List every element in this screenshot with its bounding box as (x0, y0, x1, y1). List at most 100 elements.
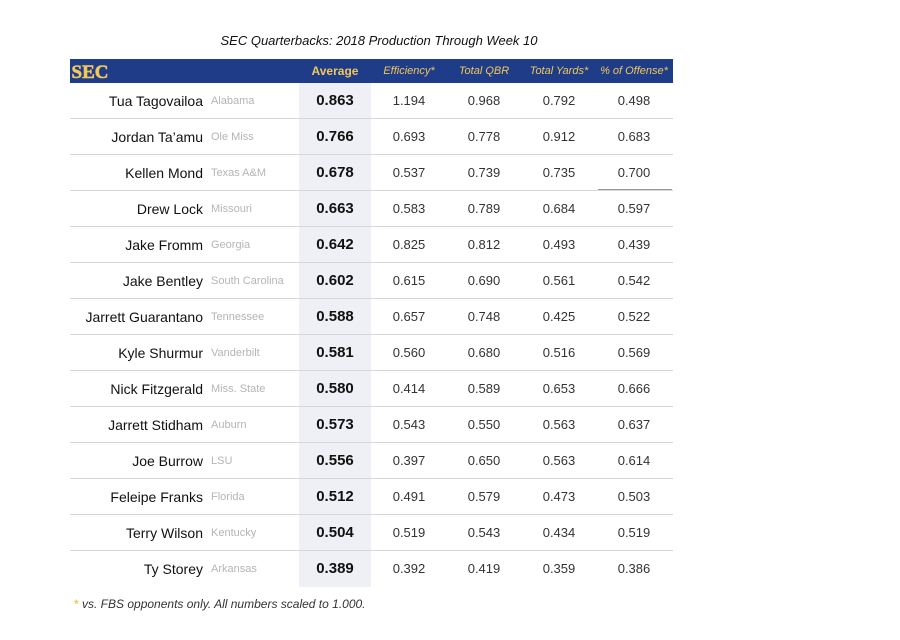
metric-value: 0.650 (467, 453, 501, 468)
average-value: 0.580 (316, 380, 354, 397)
metric-value: 0.519 (392, 525, 426, 540)
metric-value: 0.968 (467, 93, 501, 108)
metric-value: 0.653 (542, 381, 576, 396)
metric-value: 0.597 (617, 201, 651, 216)
row-divider (70, 298, 673, 299)
player-name: Jake Bentley (122, 273, 203, 289)
player-school: Florida (211, 491, 245, 503)
table-row: Kellen Mond Texas A&M 0.678 0.537 0.739 0.735… (70, 155, 673, 191)
metric-value: 0.683 (617, 129, 651, 144)
metric-value: 0.386 (617, 561, 651, 576)
metric-value: 0.537 (392, 165, 426, 180)
metric-value: 0.542 (617, 273, 651, 288)
player-school: Arkansas (211, 563, 257, 575)
table-header: SEC Average Efficiency* Total QBR Total Yar… (70, 59, 673, 83)
metric-value: 0.560 (392, 345, 426, 360)
table-row: Drew Lock Missouri 0.663 0.583 0.789 0.684 0.5… (70, 191, 673, 227)
column-header: Total QBR (458, 65, 510, 77)
average-value: 0.512 (316, 488, 354, 505)
player-school: Kentucky (211, 527, 257, 539)
metric-value: 0.583 (392, 201, 426, 216)
row-divider (70, 118, 673, 119)
metric-value: 0.615 (392, 273, 426, 288)
metric-value: 1.194 (392, 93, 426, 108)
player-name: Tua Tagovailoa (108, 93, 203, 109)
row-divider (70, 550, 673, 551)
row-divider (70, 226, 673, 227)
player-name: Jarrett Stidham (108, 417, 203, 433)
svg-text:SEC: SEC (72, 62, 109, 83)
column-header: Total Yards* (529, 65, 589, 77)
player-school: Miss. State (211, 383, 266, 395)
row-divider (70, 190, 673, 191)
metric-value: 0.491 (392, 489, 426, 504)
player-school: Ole Miss (211, 131, 254, 143)
average-value: 0.556 (316, 452, 354, 469)
column-header: Efficiency* (383, 65, 435, 77)
table-row: Joe Burrow LSU 0.556 0.397 0.650 0.563 0.614 (70, 443, 673, 479)
player-name: Kellen Mond (125, 165, 203, 181)
metric-value: 0.589 (467, 381, 501, 396)
footnote-text: vs. FBS opponents only. All numbers scal… (82, 597, 366, 611)
player-name: Kyle Shurmur (118, 345, 203, 361)
cell-underline (598, 189, 672, 190)
metric-value: 0.748 (467, 309, 501, 324)
player-school: Missouri (211, 203, 252, 215)
table-row: Ty Storey Arkansas 0.389 0.392 0.419 0.359 0.3… (70, 551, 673, 587)
column-header: % of Offense* (600, 65, 668, 77)
row-divider (70, 514, 673, 515)
footnote-star: * (74, 597, 79, 611)
average-value: 0.642 (316, 236, 354, 253)
metric-value: 0.812 (467, 237, 501, 252)
table-row: Jake Fromm Georgia 0.642 0.825 0.812 0.493 0.4… (70, 227, 673, 263)
metric-value: 0.563 (542, 417, 576, 432)
player-school: Georgia (211, 239, 251, 251)
metric-value: 0.543 (467, 525, 501, 540)
metric-value: 0.657 (392, 309, 426, 324)
metric-value: 0.739 (467, 165, 501, 180)
footnote: * vs. FBS opponents only. All numbers sc… (74, 597, 366, 611)
metric-value: 0.498 (617, 93, 651, 108)
row-divider (70, 334, 673, 335)
average-value: 0.863 (316, 92, 354, 109)
metric-value: 0.434 (542, 525, 576, 540)
metric-value: 0.522 (617, 309, 651, 324)
row-divider (70, 370, 673, 371)
metric-value: 0.503 (617, 489, 651, 504)
metric-value: 0.825 (392, 237, 426, 252)
table-row: Tua Tagovailoa Alabama 0.863 1.194 0.968 0.79… (70, 83, 673, 119)
metric-value: 0.700 (617, 165, 651, 180)
player-school: Texas A&M (211, 167, 267, 179)
player-name: Joe Burrow (132, 453, 203, 469)
table-row: Jarrett Guarantano Tennessee 0.588 0.657 0.7… (70, 299, 673, 335)
average-value: 0.581 (316, 344, 354, 361)
player-name: Jake Fromm (125, 237, 203, 253)
average-column-highlight (299, 83, 371, 587)
player-school: Vanderbilt (211, 347, 260, 359)
metric-value: 0.439 (617, 237, 651, 252)
table-row: Jordan Ta’amu Ole Miss 0.766 0.693 0.778 0.91… (70, 119, 673, 155)
average-value: 0.678 (316, 164, 354, 181)
table-row: Terry Wilson Kentucky 0.504 0.519 0.543 0.434… (70, 515, 673, 551)
player-name: Jordan Ta’amu (111, 129, 203, 145)
average-value: 0.573 (316, 416, 354, 433)
metric-value: 0.550 (467, 417, 501, 432)
metric-value: 0.359 (542, 561, 576, 576)
metric-value: 0.519 (617, 525, 651, 540)
metric-value: 0.778 (467, 129, 501, 144)
metric-value: 0.579 (467, 489, 501, 504)
metric-value: 0.680 (467, 345, 501, 360)
average-value: 0.602 (316, 272, 354, 289)
metric-value: 0.392 (392, 561, 426, 576)
player-school: Tennessee (211, 311, 265, 323)
metric-value: 0.666 (617, 381, 651, 396)
metric-value: 0.912 (542, 129, 576, 144)
player-school: Alabama (211, 95, 255, 107)
player-name: Nick Fitzgerald (110, 381, 203, 397)
sec-logo: SEC (71, 60, 109, 83)
row-divider (70, 478, 673, 479)
table-row: Jarrett Stidham Auburn 0.573 0.543 0.550 0.56… (70, 407, 673, 443)
metric-value: 0.614 (617, 453, 651, 468)
metric-value: 0.789 (467, 201, 501, 216)
metric-value: 0.693 (392, 129, 426, 144)
